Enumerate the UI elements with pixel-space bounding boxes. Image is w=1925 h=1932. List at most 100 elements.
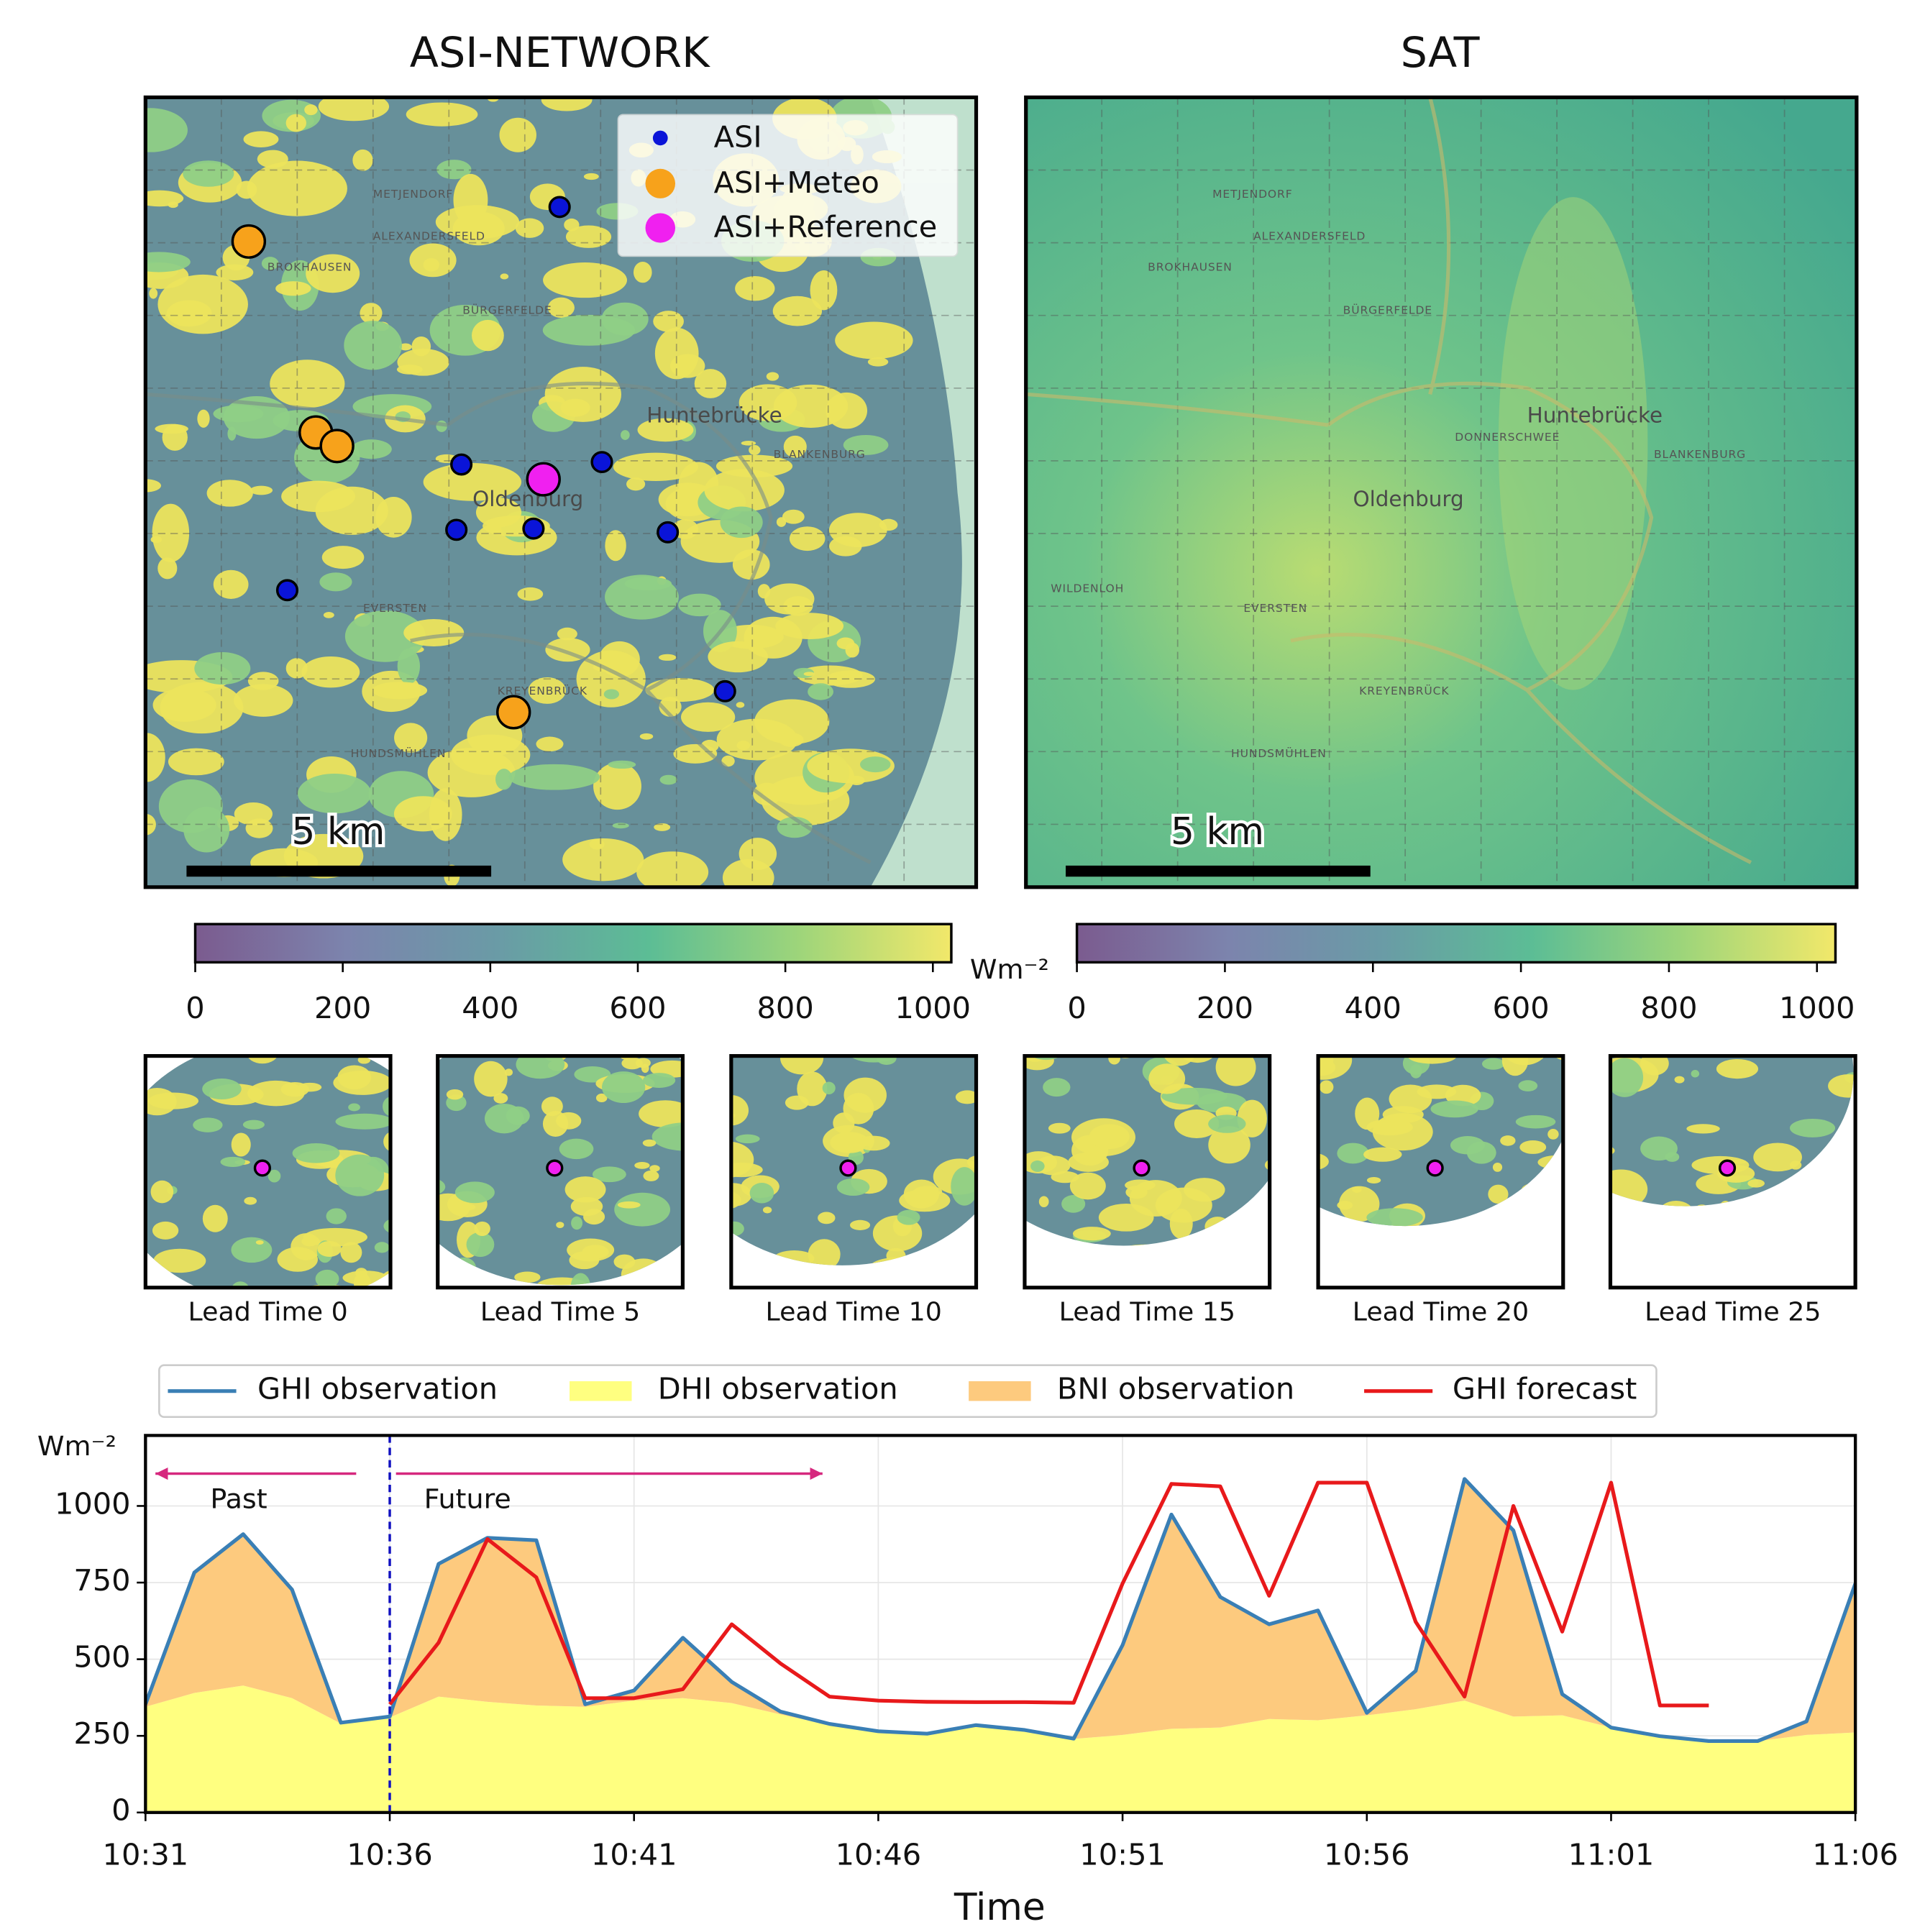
cloud-gap	[636, 851, 709, 887]
cloud-gap	[583, 173, 599, 180]
cloud-gap	[335, 1154, 385, 1196]
cloud-gap	[1640, 1136, 1678, 1161]
cloud-gap	[612, 823, 629, 829]
cloud-gap	[542, 314, 636, 346]
cloud-gap	[659, 774, 677, 785]
colorbar-tick-label: 200	[314, 991, 371, 1025]
cloud-gap	[569, 1251, 600, 1270]
place-label: Huntebrücke	[646, 403, 782, 428]
cloud-gap	[333, 1070, 391, 1095]
legend-label: GHI forecast	[1453, 1372, 1637, 1406]
cloud-gap	[1363, 1147, 1402, 1162]
cloud-gap	[436, 160, 472, 180]
place-label: WILDENLOH	[1051, 582, 1124, 595]
colorbar-tick-label: 1000	[895, 991, 971, 1025]
legend-label: DHI observation	[658, 1372, 898, 1406]
cloud-gap	[298, 1082, 322, 1092]
cloud-gap	[517, 587, 544, 601]
annotation: Future	[424, 1483, 511, 1515]
cloud-gap	[474, 1221, 490, 1236]
station-asi	[713, 679, 736, 702]
cloud-gap	[570, 1196, 603, 1217]
cloud-gap	[1858, 1199, 1877, 1209]
station-meteo	[231, 224, 267, 259]
station-asi	[548, 196, 571, 219]
cloud-gap	[637, 418, 694, 442]
cloud-gap	[1407, 1056, 1458, 1064]
cloud-gap	[1208, 1126, 1250, 1164]
cloud-gap	[403, 619, 465, 647]
cloud-gap	[731, 1112, 736, 1119]
cloud-gap	[321, 546, 365, 569]
thumb-reference	[546, 1159, 564, 1177]
cloud-gap	[736, 702, 745, 708]
cloud-gap	[560, 398, 590, 417]
cloud-gap	[879, 518, 898, 531]
cloud-gap	[797, 665, 863, 686]
map-outside	[870, 97, 977, 887]
cloud-gap	[955, 1090, 977, 1104]
cloud-gap	[351, 439, 392, 459]
cloud-gap	[1505, 1246, 1526, 1261]
cloud-gap	[1215, 1056, 1256, 1086]
cloud-gap	[1519, 1140, 1547, 1154]
cloud-gap	[964, 1041, 977, 1048]
cloud-gap	[437, 1178, 446, 1196]
cloud-gap	[822, 1081, 836, 1094]
cloud-gap	[1488, 1184, 1509, 1204]
cloud-gap	[446, 1089, 464, 1100]
cloud-gap	[556, 1222, 564, 1229]
cloud-gap	[1115, 1244, 1175, 1246]
cloud-gap	[233, 684, 293, 717]
station-reference	[526, 462, 561, 497]
arrow-head	[155, 1467, 168, 1480]
cloud-gap	[1174, 1109, 1220, 1138]
station-asi	[450, 453, 473, 476]
cloud-gap	[621, 430, 630, 440]
place-label: KREYENBRÜCK	[1359, 684, 1449, 697]
cloud-gap	[220, 1156, 246, 1168]
cloud-gap	[326, 1208, 347, 1224]
cloud-gap	[571, 1216, 583, 1230]
cloud-gap	[344, 321, 402, 370]
cloud-gap	[1741, 1242, 1784, 1273]
line	[145, 1477, 1856, 1744]
cloud-gap	[1610, 1146, 1615, 1155]
cloud-gap	[1072, 1227, 1111, 1241]
place-label: KREYENBRÜCK	[498, 684, 587, 697]
cloud-gap	[1366, 1208, 1423, 1227]
cloud-gap	[1828, 1074, 1854, 1098]
cloud-gap	[1125, 1186, 1148, 1199]
cloud-gap	[285, 114, 306, 132]
cloud-gap	[323, 612, 334, 618]
cloud-gap	[716, 718, 798, 761]
cloud-gap	[1518, 1080, 1538, 1091]
cloud-gap	[528, 677, 566, 704]
cloud-gap	[1458, 1227, 1484, 1252]
cloud-gap	[953, 1276, 968, 1282]
thumb-label: Lead Time 10	[766, 1296, 942, 1327]
cloud-gap	[867, 357, 889, 367]
cloud-gap	[694, 369, 727, 398]
map-title: SAT	[1401, 28, 1480, 77]
legend-label: BNI observation	[1057, 1372, 1294, 1406]
cloud-gap	[810, 270, 838, 311]
map-frame	[1024, 95, 1859, 889]
cloud-gap	[1161, 1087, 1227, 1105]
cloud-gap	[1719, 1244, 1735, 1253]
cloud-gap	[1794, 1033, 1821, 1055]
cloud-gap	[1248, 1207, 1256, 1212]
cloud-gap	[735, 1134, 760, 1144]
cloud-gap	[1733, 1159, 1747, 1164]
cloud-gap	[499, 117, 536, 152]
cloud-gap	[1482, 1212, 1499, 1227]
cloud-gap	[360, 303, 383, 324]
map-asi: METJENDORF ALEXANDERSFELD BROKHAUSEN BÜR…	[145, 97, 977, 887]
cloud-gap	[634, 1162, 650, 1169]
cloud-gap	[383, 1097, 391, 1117]
cloud-gap	[231, 1281, 250, 1288]
cloud-gap	[753, 782, 782, 806]
colorbar-tick-label: 400	[1345, 991, 1402, 1025]
cloud-gap	[193, 1117, 223, 1132]
cloud-gap	[1338, 1186, 1380, 1222]
